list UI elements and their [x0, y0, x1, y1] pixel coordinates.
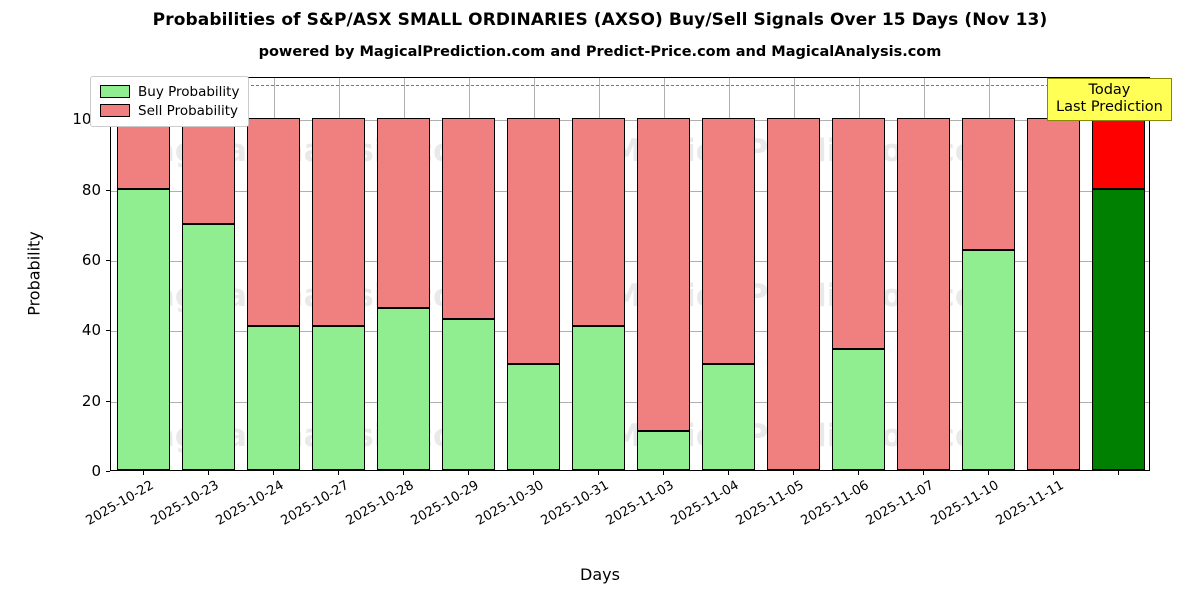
- bar-group[interactable]: [311, 78, 366, 470]
- bar-segment-buy[interactable]: [961, 250, 1016, 470]
- bar-segment-sell[interactable]: [1026, 118, 1081, 470]
- bar-segment-buy[interactable]: [506, 364, 561, 470]
- x-axis-tick-mark: [1117, 471, 1119, 475]
- y-axis-tick-mark: [106, 471, 110, 472]
- bar-group[interactable]: [636, 78, 691, 470]
- bar-segment-buy[interactable]: [636, 431, 691, 470]
- x-axis-tick-mark: [272, 471, 274, 475]
- bar-segment-sell[interactable]: [181, 118, 236, 224]
- bar-segment-sell[interactable]: [831, 118, 886, 349]
- x-axis-tick-mark: [597, 471, 599, 475]
- bar-segment-buy[interactable]: [311, 325, 366, 470]
- bar-segment-buy[interactable]: [701, 364, 756, 470]
- x-axis-tick-mark: [727, 471, 729, 475]
- y-axis-tick-label: 40: [81, 321, 101, 340]
- gridline: [111, 120, 1149, 122]
- x-axis-tick-mark: [467, 471, 469, 475]
- gridline: [111, 190, 1149, 192]
- bar-group[interactable]: [376, 78, 431, 470]
- bar-today[interactable]: [1091, 78, 1146, 470]
- x-axis-label: Days: [580, 565, 620, 584]
- bar-group[interactable]: [961, 78, 1016, 470]
- x-axis-tick-mark: [987, 471, 989, 475]
- bar-segment-sell[interactable]: [376, 118, 431, 309]
- bar-segment-sell[interactable]: [961, 118, 1016, 251]
- x-axis-tick-mark: [207, 471, 209, 475]
- reference-line: [111, 85, 1149, 87]
- chart-subtitle: powered by MagicalPrediction.com and Pre…: [258, 44, 942, 60]
- bar-group[interactable]: [246, 78, 301, 470]
- x-axis-tick-mark: [337, 471, 339, 475]
- bar-segment-sell[interactable]: [116, 118, 171, 189]
- y-axis-tick-label: 60: [81, 250, 101, 269]
- y-axis-label: Probability: [24, 231, 44, 316]
- watermark: MagicalAnalysis.com: [123, 418, 487, 454]
- chart-legend[interactable]: Buy Probability Sell Probability: [90, 76, 250, 127]
- x-axis-tick-mark: [792, 471, 794, 475]
- bar-segment-sell[interactable]: [311, 118, 366, 326]
- watermark: MagicalAnalysis.com: [123, 133, 487, 169]
- bar-group[interactable]: [506, 78, 561, 470]
- today-annotation-line1: Today: [1088, 82, 1131, 98]
- bar-group[interactable]: [571, 78, 626, 470]
- bar-segment-buy[interactable]: [831, 348, 886, 470]
- bar-segment-sell[interactable]: [896, 118, 951, 470]
- bar-segment-sell[interactable]: [246, 118, 301, 326]
- bar-segment-buy[interactable]: [376, 308, 431, 470]
- legend-label-sell: Sell Probability: [138, 102, 239, 119]
- bar-group[interactable]: [896, 78, 951, 470]
- bar-segment-buy[interactable]: [441, 318, 496, 470]
- legend-item-buy[interactable]: Buy Probability: [100, 82, 239, 101]
- x-axis-tick-mark: [402, 471, 404, 475]
- y-axis-tick-mark: [106, 189, 110, 191]
- bar-segment-sell[interactable]: [571, 118, 626, 326]
- bar-group[interactable]: [441, 78, 496, 470]
- legend-swatch-buy: [100, 85, 130, 98]
- bar-segment-sell[interactable]: [636, 118, 691, 432]
- bar-group[interactable]: [181, 78, 236, 470]
- legend-swatch-sell: [100, 104, 130, 117]
- today-annotation-line2: Last Prediction: [1056, 99, 1163, 116]
- plot-area: MagicalAnalysis.comMagicalPrediction.com…: [110, 77, 1150, 471]
- bar-group[interactable]: [116, 78, 171, 470]
- x-axis-tick-mark: [142, 471, 144, 475]
- y-axis-tick-mark: [106, 330, 110, 332]
- y-axis-tick-label: 20: [81, 391, 101, 410]
- gridline: [111, 331, 1149, 333]
- legend-label-buy: Buy Probability: [138, 83, 240, 100]
- bar-segment-buy[interactable]: [181, 223, 236, 470]
- x-axis-tick-mark: [1052, 471, 1054, 475]
- bar-group[interactable]: [831, 78, 886, 470]
- bar-group[interactable]: [766, 78, 821, 470]
- x-axis-tick-mark: [662, 471, 664, 475]
- y-axis-tick-mark: [106, 400, 110, 402]
- x-axis-tick-mark: [922, 471, 924, 475]
- gridline: [111, 401, 1149, 403]
- y-axis-tick-label: 0: [91, 462, 101, 480]
- today-annotation: Today Last Prediction: [1047, 78, 1172, 122]
- bar-segment-buy[interactable]: [571, 325, 626, 470]
- bar-group[interactable]: [1026, 78, 1081, 470]
- bar-segment-sell[interactable]: [701, 118, 756, 365]
- plot-inner: MagicalAnalysis.comMagicalPrediction.com…: [111, 78, 1149, 470]
- bar-segment-sell[interactable]: [506, 118, 561, 365]
- bar-segment-sell[interactable]: [766, 118, 821, 470]
- bar-group[interactable]: [701, 78, 756, 470]
- bar-segment-sell[interactable]: [441, 118, 496, 319]
- gridline: [111, 260, 1149, 262]
- bar-segment-buy[interactable]: [1091, 188, 1146, 470]
- watermark: MagicalAnalysis.com: [123, 278, 487, 314]
- chart-title: Probabilities of S&P/ASX SMALL ORDINARIE…: [152, 10, 1048, 30]
- bar-segment-buy[interactable]: [246, 325, 301, 470]
- x-axis-tick-mark: [532, 471, 534, 475]
- x-axis-tick-mark: [857, 471, 859, 475]
- bar-segment-sell[interactable]: [1091, 118, 1146, 189]
- legend-item-sell[interactable]: Sell Probability: [100, 101, 239, 120]
- y-axis-tick-label: 80: [81, 180, 101, 199]
- bar-segment-buy[interactable]: [116, 188, 171, 470]
- y-axis-tick-mark: [106, 259, 110, 261]
